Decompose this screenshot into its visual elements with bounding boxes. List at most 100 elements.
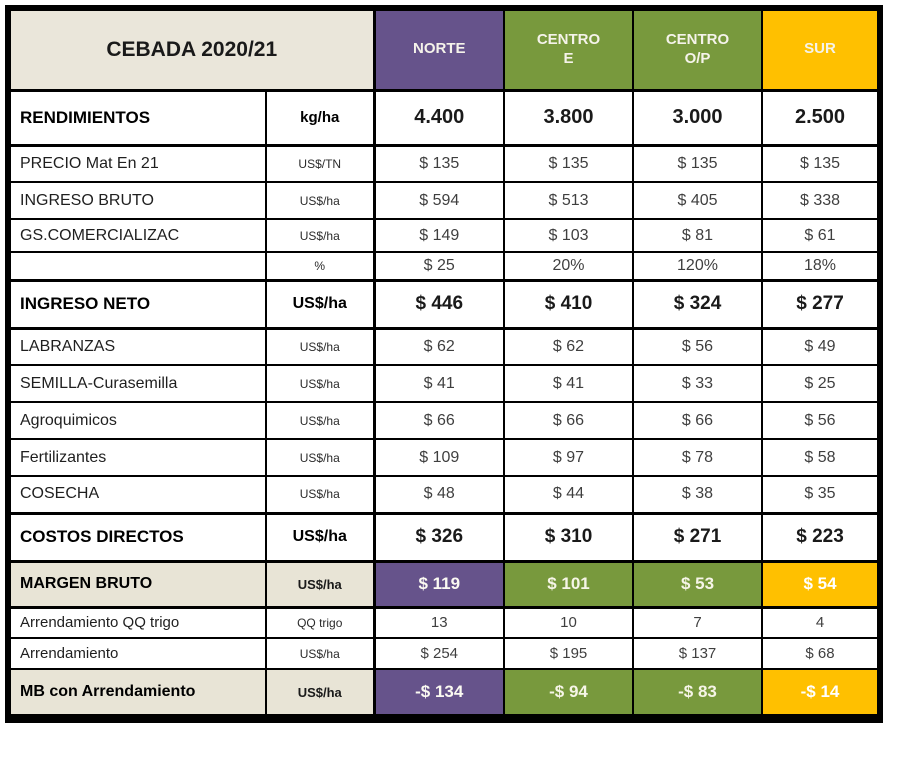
value-cell-sur: 18%	[761, 251, 879, 282]
value-cell-norte: $ 119	[373, 559, 505, 609]
value-cell-centro-op: 120%	[632, 251, 763, 282]
row-label: Fertilizantes	[9, 438, 267, 477]
row-unit: US$/ha	[265, 278, 376, 330]
value-cell-centro-e: $ 44	[503, 475, 634, 514]
value-cell-norte: $ 48	[373, 475, 505, 514]
row-unit: US$/ha	[265, 475, 376, 514]
value-cell-sur: 4	[761, 606, 879, 639]
value-cell-centro-e: $ 41	[503, 364, 634, 403]
row-label: INGRESO NETO	[9, 278, 267, 330]
value-cell-centro-op: $ 38	[632, 475, 763, 514]
row-label: COSTOS DIRECTOS	[9, 511, 267, 563]
row-labranzas: LABRANZAS US$/ha $ 62 $ 62 $ 56 $ 49	[9, 327, 879, 366]
row-agroquimicos: Agroquimicos US$/ha $ 66 $ 66 $ 66 $ 56	[9, 401, 879, 440]
value-cell-sur: $ 25	[761, 364, 879, 403]
row-unit: kg/ha	[265, 88, 376, 147]
row-unit: US$/ha	[265, 438, 376, 477]
value-cell-norte: $ 149	[373, 218, 505, 253]
row-arrendamiento-qq-trigo: Arrendamiento QQ trigo QQ trigo 13 10 7 …	[9, 606, 879, 639]
row-semilla: SEMILLA-Curasemilla US$/ha $ 41 $ 41 $ 3…	[9, 364, 879, 403]
row-unit: US$/ha	[265, 401, 376, 440]
value-cell-centro-e: 20%	[503, 251, 634, 282]
value-cell-centro-e: $ 310	[503, 511, 634, 563]
value-cell-sur: $ 35	[761, 475, 879, 514]
table-title: CEBADA 2020/21	[9, 9, 376, 92]
value-cell-norte: $ 594	[373, 181, 505, 220]
value-cell-sur: $ 49	[761, 327, 879, 366]
row-unit: US$/ha	[265, 218, 376, 253]
row-unit: US$/ha	[265, 181, 376, 220]
value-cell-centro-op: $ 81	[632, 218, 763, 253]
row-label	[9, 251, 267, 282]
row-precio: PRECIO Mat En 21 US$/TN $ 135 $ 135 $ 13…	[9, 144, 879, 183]
value-cell-norte: $ 109	[373, 438, 505, 477]
value-cell-sur: -$ 14	[761, 668, 879, 716]
row-ingreso-neto: INGRESO NETO US$/ha $ 446 $ 410 $ 324 $ …	[9, 278, 879, 330]
row-unit: %	[265, 251, 376, 282]
row-unit: US$/ha	[265, 559, 376, 609]
row-unit: US$/ha	[265, 511, 376, 563]
row-costos-directos: COSTOS DIRECTOS US$/ha $ 326 $ 310 $ 271…	[9, 511, 879, 563]
row-arrendamiento: Arrendamiento US$/ha $ 254 $ 195 $ 137 $…	[9, 637, 879, 670]
value-cell-centro-e: $ 135	[503, 144, 634, 183]
value-cell-centro-op: $ 137	[632, 637, 763, 670]
row-label: SEMILLA-Curasemilla	[9, 364, 267, 403]
row-unit: US$/ha	[265, 327, 376, 366]
value-cell-centro-op: $ 324	[632, 278, 763, 330]
row-unit: US$/TN	[265, 144, 376, 183]
value-cell-centro-op: $ 33	[632, 364, 763, 403]
value-cell-centro-op: 3.000	[632, 88, 763, 147]
row-label: RENDIMIENTOS	[9, 88, 267, 147]
value-cell-norte: $ 66	[373, 401, 505, 440]
value-cell-sur: $ 68	[761, 637, 879, 670]
row-ingreso-bruto: INGRESO BRUTO US$/ha $ 594 $ 513 $ 405 $…	[9, 181, 879, 220]
value-cell-norte: -$ 134	[373, 668, 505, 716]
value-cell-norte: $ 41	[373, 364, 505, 403]
value-cell-sur: $ 58	[761, 438, 879, 477]
value-cell-centro-e: $ 513	[503, 181, 634, 220]
row-comercializacion-pct: % $ 25 20% 120% 18%	[9, 251, 879, 282]
value-cell-centro-op: $ 78	[632, 438, 763, 477]
row-unit: US$/ha	[265, 364, 376, 403]
value-cell-norte: $ 446	[373, 278, 505, 330]
row-label: MARGEN BRUTO	[9, 559, 267, 609]
value-cell-centro-op: $ 66	[632, 401, 763, 440]
value-cell-norte: $ 135	[373, 144, 505, 183]
value-cell-norte: $ 25	[373, 251, 505, 282]
row-label: LABRANZAS	[9, 327, 267, 366]
table-frame: CEBADA 2020/21 NORTE CENTRO E CENTRO O/P…	[5, 5, 883, 723]
row-mb-con-arrendamiento: MB con Arrendamiento US$/ha -$ 134 -$ 94…	[9, 668, 879, 716]
value-cell-sur: $ 54	[761, 559, 879, 609]
value-cell-centro-op: $ 53	[632, 559, 763, 609]
value-cell-norte: $ 62	[373, 327, 505, 366]
row-margen-bruto: MARGEN BRUTO US$/ha $ 119 $ 101 $ 53 $ 5…	[9, 559, 879, 609]
column-header-centro-op: CENTRO O/P	[632, 9, 763, 92]
row-unit: US$/ha	[265, 637, 376, 670]
value-cell-centro-e: $ 410	[503, 278, 634, 330]
row-label: Agroquimicos	[9, 401, 267, 440]
value-cell-centro-op: -$ 83	[632, 668, 763, 716]
column-header-centro-e: CENTRO E	[503, 9, 634, 92]
value-cell-centro-e: $ 103	[503, 218, 634, 253]
row-gs-comercializac: GS.COMERCIALIZAC US$/ha $ 149 $ 103 $ 81…	[9, 218, 879, 253]
row-label: INGRESO BRUTO	[9, 181, 267, 220]
value-cell-norte: $ 254	[373, 637, 505, 670]
value-cell-centro-e: 3.800	[503, 88, 634, 147]
row-label: PRECIO Mat En 21	[9, 144, 267, 183]
row-rendimientos: RENDIMIENTOS kg/ha 4.400 3.800 3.000 2.5…	[9, 88, 879, 147]
value-cell-norte: $ 326	[373, 511, 505, 563]
value-cell-norte: 4.400	[373, 88, 505, 147]
value-cell-sur: 2.500	[761, 88, 879, 147]
row-label: Arrendamiento QQ trigo	[9, 606, 267, 639]
value-cell-sur: $ 223	[761, 511, 879, 563]
value-cell-centro-e: $ 97	[503, 438, 634, 477]
value-cell-sur: $ 338	[761, 181, 879, 220]
value-cell-centro-op: 7	[632, 606, 763, 639]
value-cell-centro-op: $ 405	[632, 181, 763, 220]
row-unit: QQ trigo	[265, 606, 376, 639]
row-cosecha: COSECHA US$/ha $ 48 $ 44 $ 38 $ 35	[9, 475, 879, 514]
header-row: CEBADA 2020/21 NORTE CENTRO E CENTRO O/P…	[9, 9, 879, 92]
value-cell-centro-e: $ 62	[503, 327, 634, 366]
row-fertilizantes: Fertilizantes US$/ha $ 109 $ 97 $ 78 $ 5…	[9, 438, 879, 477]
